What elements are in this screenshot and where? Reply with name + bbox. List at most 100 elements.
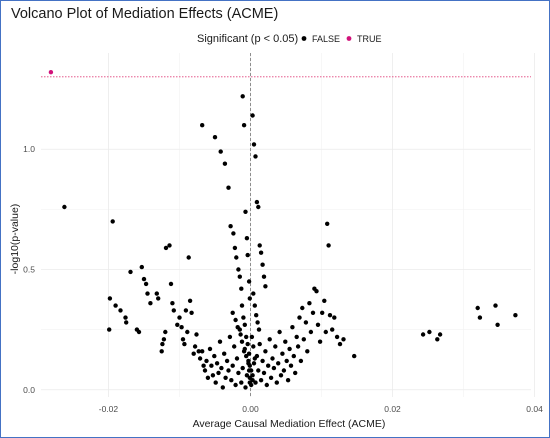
x-tick-label: 0.00 (242, 404, 259, 414)
point-false (317, 339, 323, 344)
point-false (271, 365, 277, 371)
point-false (250, 378, 255, 383)
point-false (288, 363, 294, 368)
point-false (239, 339, 245, 344)
legend-swatch-true (346, 36, 352, 41)
point-false (233, 382, 238, 388)
point-false (278, 373, 284, 378)
y-tick-label: 1.0 (23, 144, 35, 154)
point-false (235, 325, 240, 330)
point-false (231, 231, 236, 236)
point-false (327, 313, 333, 318)
point-false (267, 337, 272, 342)
point-false (244, 334, 249, 340)
point-false (249, 368, 254, 373)
point-false (284, 358, 289, 364)
x-tick-label: 0.04 (526, 404, 543, 414)
point-false (254, 199, 260, 205)
point-false (186, 255, 191, 260)
point-false (325, 221, 330, 226)
point-false (246, 351, 252, 356)
point-false (285, 378, 291, 383)
y-axis-label: -log10(p-value) (9, 204, 21, 275)
point-false (277, 329, 282, 335)
point-false (244, 236, 250, 241)
grid (41, 53, 535, 397)
point-false (222, 161, 228, 166)
point-false (276, 361, 281, 366)
point-false (238, 332, 243, 337)
point-false (252, 356, 257, 361)
point-false (261, 274, 267, 279)
point-false (145, 291, 150, 296)
point-false (298, 358, 304, 364)
legend-label-false: FALSE (312, 34, 340, 44)
point-false (179, 325, 184, 330)
point-false (156, 296, 161, 301)
chart-title: Volcano Plot of Mediation Effects (ACME) (11, 6, 278, 22)
point-false (228, 224, 233, 229)
point-false (223, 375, 228, 380)
point-false (177, 315, 182, 320)
point-false (192, 344, 198, 349)
point-false (113, 303, 118, 308)
point-false (437, 332, 443, 337)
point-false (136, 329, 142, 335)
point-false (475, 305, 480, 311)
point-false (189, 310, 194, 315)
point-false (219, 365, 224, 371)
point-false (245, 252, 250, 258)
point-false (254, 313, 259, 318)
point-false (194, 332, 199, 337)
point-false (303, 320, 309, 325)
point-false (250, 113, 255, 118)
point-false (168, 281, 174, 287)
point-false (251, 361, 257, 366)
point-false (212, 353, 217, 359)
point-false (202, 368, 208, 373)
point-false (210, 373, 216, 378)
point-false (183, 308, 189, 313)
point-false (337, 341, 343, 347)
point-false (477, 315, 483, 320)
point-false (185, 329, 190, 335)
point-false (315, 322, 321, 327)
point-false (213, 380, 218, 385)
point-false (236, 267, 241, 272)
legend-swatch-false (301, 36, 307, 41)
point-false (250, 373, 255, 378)
point-false (251, 142, 257, 147)
point-false (246, 279, 252, 284)
legend-title: Significant (p < 0.05) (197, 33, 298, 45)
point-false (234, 356, 240, 361)
point-false (291, 353, 296, 359)
point-false (161, 337, 167, 342)
point-false (222, 351, 227, 356)
point-false (249, 334, 255, 340)
point-false (128, 269, 133, 275)
point-false (251, 344, 256, 349)
point-false (154, 291, 159, 296)
point-false (207, 346, 213, 352)
point-false (320, 310, 325, 315)
point-false (301, 337, 306, 342)
point-false (241, 123, 247, 128)
point-false (175, 322, 180, 327)
point-false (307, 301, 312, 306)
point-false (240, 94, 245, 99)
point-false (217, 339, 223, 344)
point-false (170, 301, 175, 306)
point-false (239, 303, 245, 308)
x-tick-label: -0.02 (99, 404, 119, 414)
legend: Significant (p < 0.05) FALSE TRUE (197, 33, 382, 45)
point-false (239, 286, 244, 291)
point-false (249, 382, 254, 388)
point-false (435, 337, 440, 342)
x-tick-label: 0.02 (384, 404, 401, 414)
point-false (234, 255, 239, 260)
point-false (118, 308, 123, 313)
point-false (236, 370, 241, 376)
point-false (107, 296, 113, 301)
point-false (260, 358, 265, 364)
